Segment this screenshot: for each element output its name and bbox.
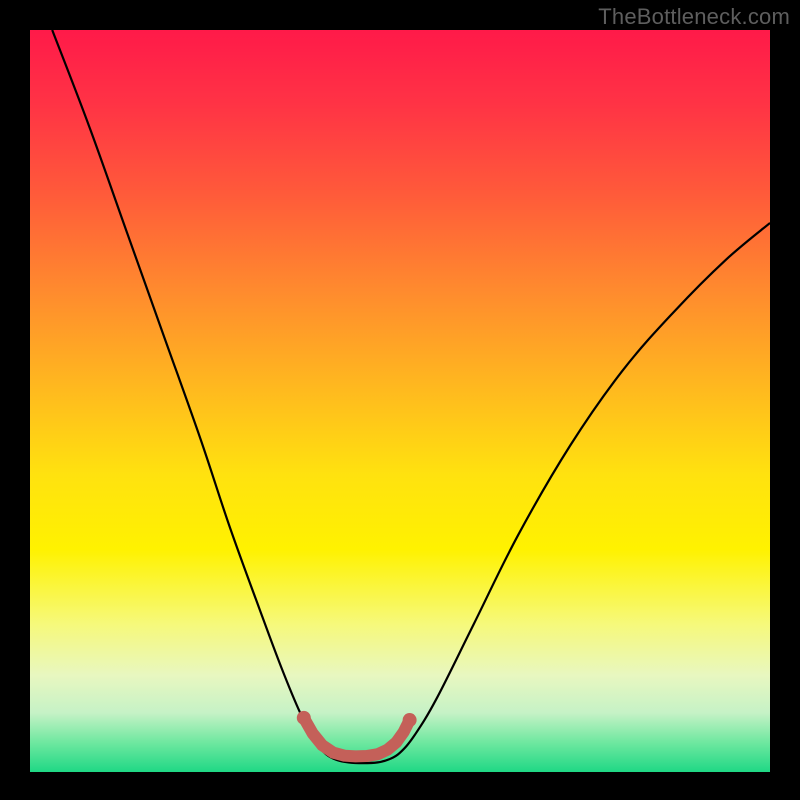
marker-end-dot <box>403 713 417 727</box>
marker-bead <box>316 739 328 751</box>
plot-background <box>30 30 770 772</box>
watermark-text: TheBottleneck.com <box>598 4 790 30</box>
marker-start-dot <box>297 711 311 725</box>
marker-bead <box>390 736 402 748</box>
chart-container: TheBottleneck.com <box>0 0 800 800</box>
bottleneck-curve-plot <box>0 0 800 800</box>
